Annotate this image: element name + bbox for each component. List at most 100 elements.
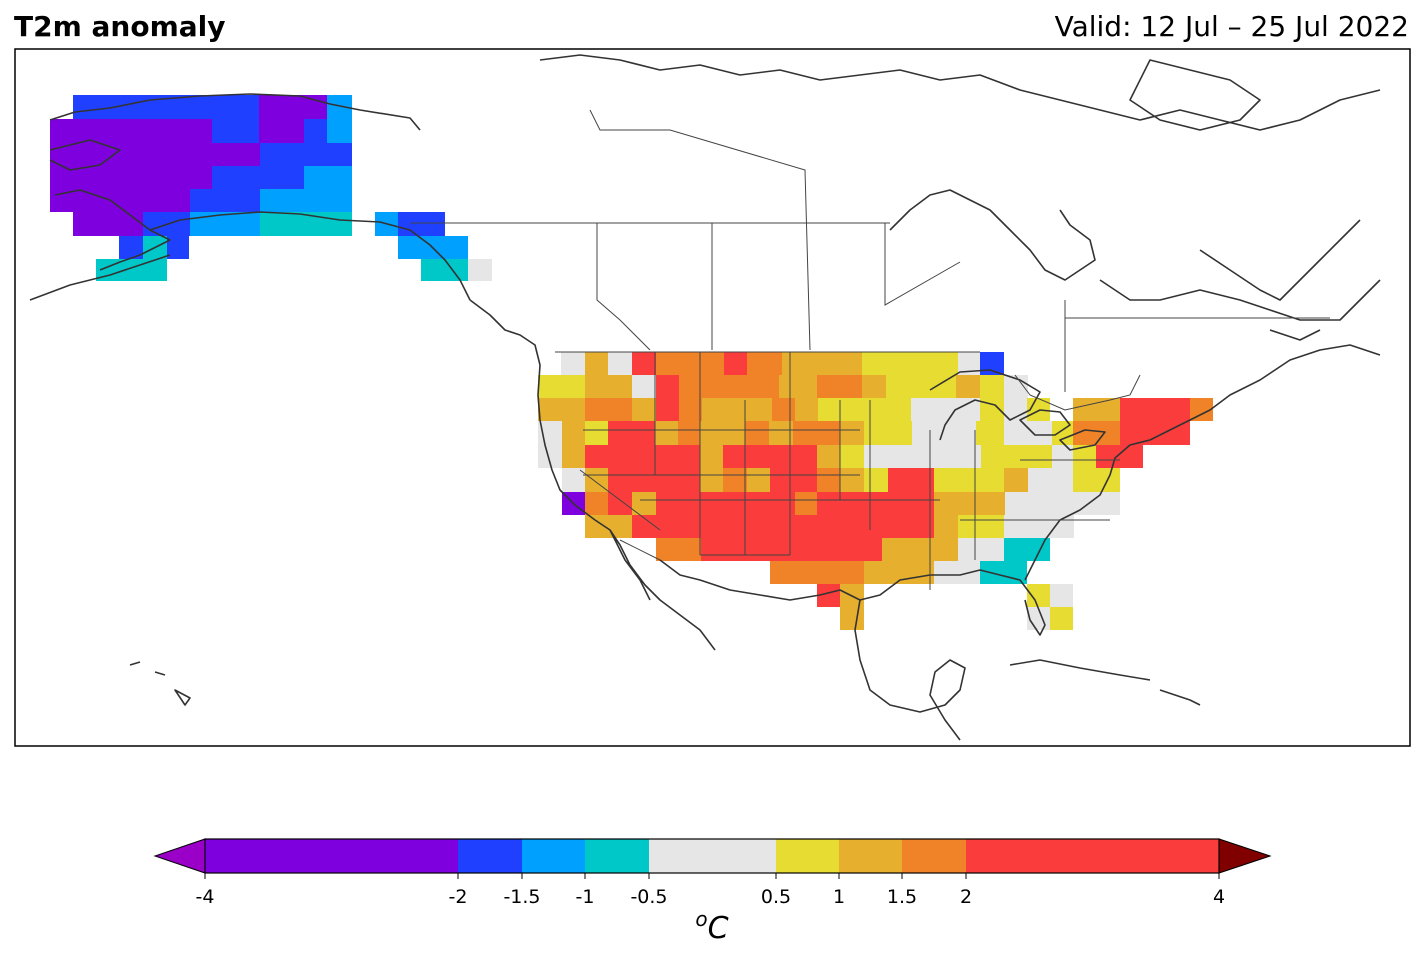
anomaly-cell <box>980 398 1004 421</box>
anomaly-cell <box>912 421 976 445</box>
anomaly-cell <box>304 166 352 189</box>
anomaly-cell <box>817 492 934 515</box>
map-frame <box>14 48 1411 747</box>
anomaly-cell <box>1120 398 1166 421</box>
colorbar-bin-4 <box>649 839 776 873</box>
coastlines <box>29 54 1381 741</box>
anomaly-cell <box>700 445 723 468</box>
anomaly-cell <box>260 212 352 236</box>
anomaly-cell <box>632 492 656 515</box>
anomaly-cell <box>1050 607 1073 630</box>
anomaly-cell <box>1004 515 1074 538</box>
anomaly-cell <box>190 189 260 212</box>
anomaly-cell <box>212 166 304 189</box>
anomaly-cell <box>701 538 792 561</box>
anomaly-cell <box>700 468 723 492</box>
anomaly-cell <box>167 236 189 259</box>
anomaly-cell <box>1004 445 1052 468</box>
map-title: T2m anomaly <box>14 10 226 43</box>
anomaly-cell <box>792 538 882 561</box>
anomaly-cell <box>260 189 352 212</box>
colorbar: -4 -2 -1.5 -1 -0.5 0.5 1 1.5 2 4 oC <box>153 838 1272 946</box>
colorbar-tick-label: -4 <box>196 886 215 908</box>
anomaly-cell <box>678 421 700 445</box>
anomaly-cell <box>779 375 817 398</box>
anomaly-cell <box>585 492 608 515</box>
anomaly-cell <box>1004 421 1052 445</box>
colorbar-tick-label: 1 <box>833 886 845 908</box>
anomaly-cell <box>421 259 468 281</box>
anomaly-cell <box>772 398 795 421</box>
colorbar-tick-label: -2 <box>449 886 468 908</box>
anomaly-cell <box>702 398 772 421</box>
anomaly-cell <box>656 398 679 421</box>
anomaly-cell <box>656 515 746 538</box>
anomaly-cell <box>958 515 1004 538</box>
colorbar-bin-0 <box>205 839 458 873</box>
anomaly-cell <box>840 445 864 468</box>
valid-period: Valid: 12 Jul – 25 Jul 2022 <box>1054 10 1409 43</box>
colorbar-bin-3 <box>585 839 649 873</box>
colorbar-under-arrow <box>153 838 206 874</box>
anomaly-cell <box>864 445 934 468</box>
colorbar-unit: oC <box>695 907 728 946</box>
anomaly-cell <box>981 445 1004 468</box>
anomaly-cell <box>562 421 585 445</box>
colorbar-over-arrow <box>1218 838 1272 874</box>
anomaly-cell <box>398 212 445 236</box>
anomaly-cell <box>793 421 840 445</box>
anomaly-cell <box>700 421 745 445</box>
anomaly-cell <box>632 515 656 538</box>
anomaly-cell <box>769 421 793 445</box>
anomaly-cell <box>795 398 818 421</box>
anomaly-cell <box>655 421 678 445</box>
anomaly-cell <box>958 492 1005 515</box>
anomaly-cell <box>864 561 888 584</box>
anomaly-cell <box>958 538 1004 561</box>
anomaly-cell <box>1028 468 1073 492</box>
anomaly-cell <box>585 468 608 492</box>
anomaly-cell <box>817 468 840 492</box>
borders <box>410 109 1330 590</box>
anomaly-cell <box>679 398 702 421</box>
anomaly-cell <box>747 445 817 468</box>
anomaly-cell <box>632 352 656 375</box>
anomaly-cell <box>864 421 912 445</box>
anomaly-cell <box>882 538 912 561</box>
anomaly-cell <box>608 492 632 515</box>
anomaly-cell <box>934 561 980 584</box>
colorbar-tick-label: 2 <box>960 886 972 908</box>
anomaly-cell <box>864 468 888 492</box>
anomaly-cell <box>862 352 958 375</box>
anomaly-cell <box>723 468 747 492</box>
colorbar-tick-label: 0.5 <box>761 886 791 908</box>
anomaly-cell <box>562 445 585 468</box>
anomaly-cell <box>886 375 956 398</box>
colorbar-tick-label: 1.5 <box>887 886 917 908</box>
colorbar-bin-6 <box>839 839 902 873</box>
anomaly-cell <box>538 375 585 398</box>
anomaly-cell <box>958 468 1004 492</box>
anomaly-cell <box>1073 421 1120 445</box>
anomaly-cell <box>818 398 864 421</box>
anomaly-cell <box>260 143 352 166</box>
anomaly-cell <box>770 468 817 492</box>
anomaly-cell <box>1073 398 1120 421</box>
anomaly-cell <box>656 352 724 375</box>
anomaly-cell <box>1004 468 1028 492</box>
anomaly-cell <box>212 119 259 143</box>
anomaly-cell <box>817 445 840 468</box>
anomaly-cell <box>538 398 585 421</box>
anomaly-cell <box>632 398 656 421</box>
anomaly-cell <box>1096 445 1143 468</box>
anomaly-cell <box>679 375 779 398</box>
anomaly-cell <box>745 421 769 445</box>
anomaly-cell <box>585 421 608 445</box>
anomaly-cell <box>73 212 143 236</box>
anomaly-cell <box>678 468 700 492</box>
anomaly-cell <box>538 445 562 468</box>
anomaly-cell <box>794 515 934 538</box>
anomaly-grid <box>50 95 1213 630</box>
anomaly-cell <box>96 259 167 281</box>
anomaly-cell <box>1073 492 1096 515</box>
